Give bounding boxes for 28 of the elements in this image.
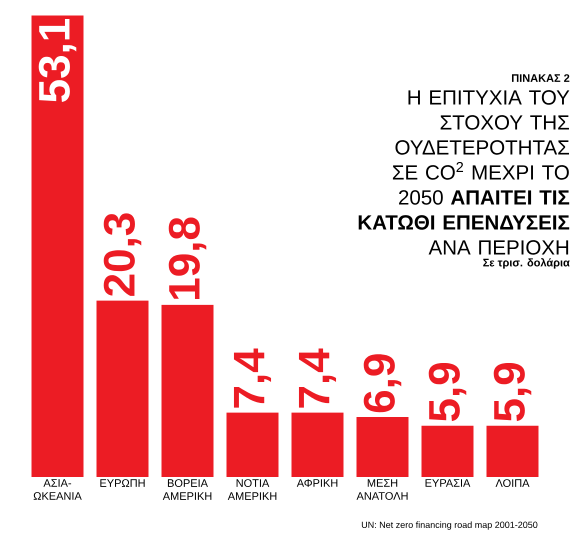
- data-label: 6,9: [364, 354, 402, 412]
- bar: [96, 300, 149, 477]
- bar: [32, 16, 84, 477]
- bar: [162, 304, 214, 477]
- bar: [292, 412, 344, 477]
- annotation: ΠΙΝΑΚΑΣ 2: [512, 74, 570, 82]
- x-tick-label: ΑΣΙΑ-ΩΚΕΑΝΙΑ: [34, 479, 82, 500]
- x-tick-label: ΕΥΡΩΠΗ: [100, 479, 145, 487]
- bar: [421, 426, 474, 477]
- data-label: 19,8: [168, 217, 206, 299]
- x-tick-label: ΛΟΙΠΑ: [496, 479, 530, 487]
- bar: [356, 417, 408, 477]
- chart-title: Η ΕΠΙΤΥΧΙΑ ΤΟΥ ΣΤΟΧΟΥ ΤΗΣ ΟΥΔΕΤΕΡΟΤΗΤΑΣ ΣΕ CO$^{2}$ ΜΕΧΡΙ ΤΟ 2050 ΑΠΑΙΤΕΙ ΤΙΣ ΚΑΤΩΘΙ ΕΠΕΝΔΥΣΕΙΣ ΑΝΑ ΠΕΡΙΟΧΗ: [358, 90, 570, 255]
- data-label: 7,4: [298, 348, 336, 408]
- bar: [226, 412, 278, 477]
- bar: [486, 426, 538, 477]
- x-tick-label: ΝΟΤΙΑ ΑΜΕΡΙΚΗ: [228, 479, 276, 500]
- text: UN: Net zero financing road map 2001-2050: [362, 521, 538, 530]
- x-tick-label: ΕΥΡΑΣΙΑ: [426, 479, 470, 487]
- data-label: 7,4: [234, 348, 272, 408]
- data-label: 53,1: [38, 18, 76, 102]
- x-tick-label: ΜΕΣΗ ΑΝΑΤΟΛΗ: [356, 479, 408, 500]
- data-label: 5,9: [494, 362, 532, 422]
- data-label: 5,9: [428, 362, 466, 422]
- x-tick-label: ΑΦΡΙΚΗ: [296, 479, 338, 487]
- data-label: 20,3: [104, 213, 142, 296]
- text: Σε τρισ. δολάρια: [483, 258, 570, 269]
- x-tick-label: ΒΟΡΕΙΑ ΑΜΕΡΙΚΗ: [162, 479, 212, 500]
